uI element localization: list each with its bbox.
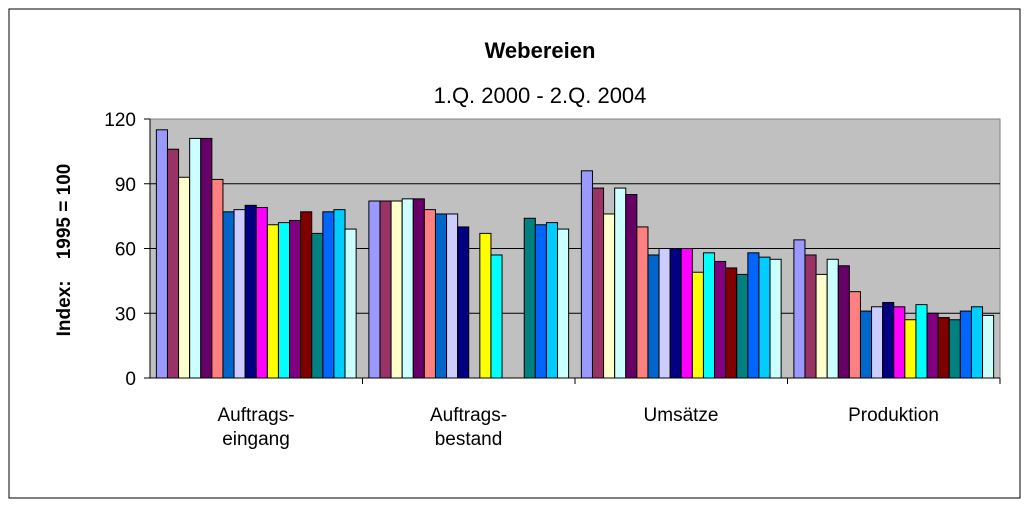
bar [222, 211, 235, 379]
y-tick-label: 120 [104, 110, 136, 131]
bar [848, 291, 861, 379]
bar [523, 217, 536, 379]
bar [859, 310, 873, 379]
bar [390, 200, 403, 379]
bar [166, 148, 180, 379]
bar [893, 306, 906, 379]
bar [725, 267, 738, 379]
bar [401, 198, 414, 379]
bar [959, 310, 972, 379]
bar [277, 222, 291, 379]
bar [266, 224, 279, 379]
bar [300, 211, 313, 379]
bar [545, 222, 559, 379]
bar [490, 254, 503, 379]
x-tick-label: Auftrags- eingang [217, 405, 295, 450]
bar [479, 232, 492, 379]
bar [311, 232, 324, 379]
bar [658, 248, 671, 379]
bar [333, 209, 346, 379]
x-tick-label: Auftrags- bestand [429, 405, 508, 450]
bar [871, 306, 884, 379]
y-axis-label: Index: 1995 = 100 [54, 164, 75, 337]
bar [926, 312, 939, 379]
bar [736, 273, 749, 379]
bar [603, 213, 616, 379]
bar [647, 254, 660, 379]
chart-title: Webereien [485, 38, 596, 63]
bar [178, 176, 191, 379]
bar [434, 213, 448, 379]
y-tick-label: 30 [115, 304, 136, 325]
bar [769, 258, 782, 379]
bar [680, 248, 693, 379]
bar [982, 314, 995, 379]
x-tick-label: Produktion [848, 405, 939, 426]
y-tick-label: 90 [115, 175, 136, 196]
bar [691, 271, 704, 379]
bar [457, 226, 470, 379]
bar [557, 228, 570, 379]
bar [200, 137, 213, 379]
bar [747, 252, 760, 379]
bar [614, 187, 627, 379]
bar [244, 204, 257, 379]
bar [233, 209, 246, 379]
bar [580, 170, 593, 379]
bar [322, 211, 335, 379]
y-tick-label: 0 [125, 369, 136, 390]
bar [882, 301, 895, 379]
bar [702, 252, 716, 379]
bar [368, 200, 381, 379]
bar [970, 306, 984, 379]
bar [714, 260, 727, 379]
bar [155, 129, 168, 379]
x-tick-label: Umsätze [643, 405, 719, 426]
bar [837, 265, 850, 379]
bar [937, 317, 950, 379]
bar [289, 219, 302, 379]
bar [534, 224, 547, 379]
bar [591, 187, 605, 379]
chart-subtitle: 1.Q. 2000 - 2.Q. 2004 [434, 83, 647, 108]
bar [446, 213, 459, 379]
bar [793, 239, 806, 379]
bar [423, 209, 436, 379]
bar [669, 248, 682, 379]
bar [189, 137, 202, 379]
y-tick-label: 60 [115, 240, 136, 261]
bar [255, 206, 268, 379]
bar [344, 228, 357, 379]
bar [826, 258, 839, 379]
bar [211, 178, 224, 379]
bar [625, 194, 638, 379]
bar [815, 273, 828, 379]
bar [412, 198, 425, 379]
bar [636, 226, 649, 379]
bar [904, 319, 917, 379]
bar [915, 304, 928, 379]
bar [948, 319, 961, 379]
bar [379, 200, 392, 379]
bar [804, 254, 817, 379]
bar [758, 256, 771, 379]
